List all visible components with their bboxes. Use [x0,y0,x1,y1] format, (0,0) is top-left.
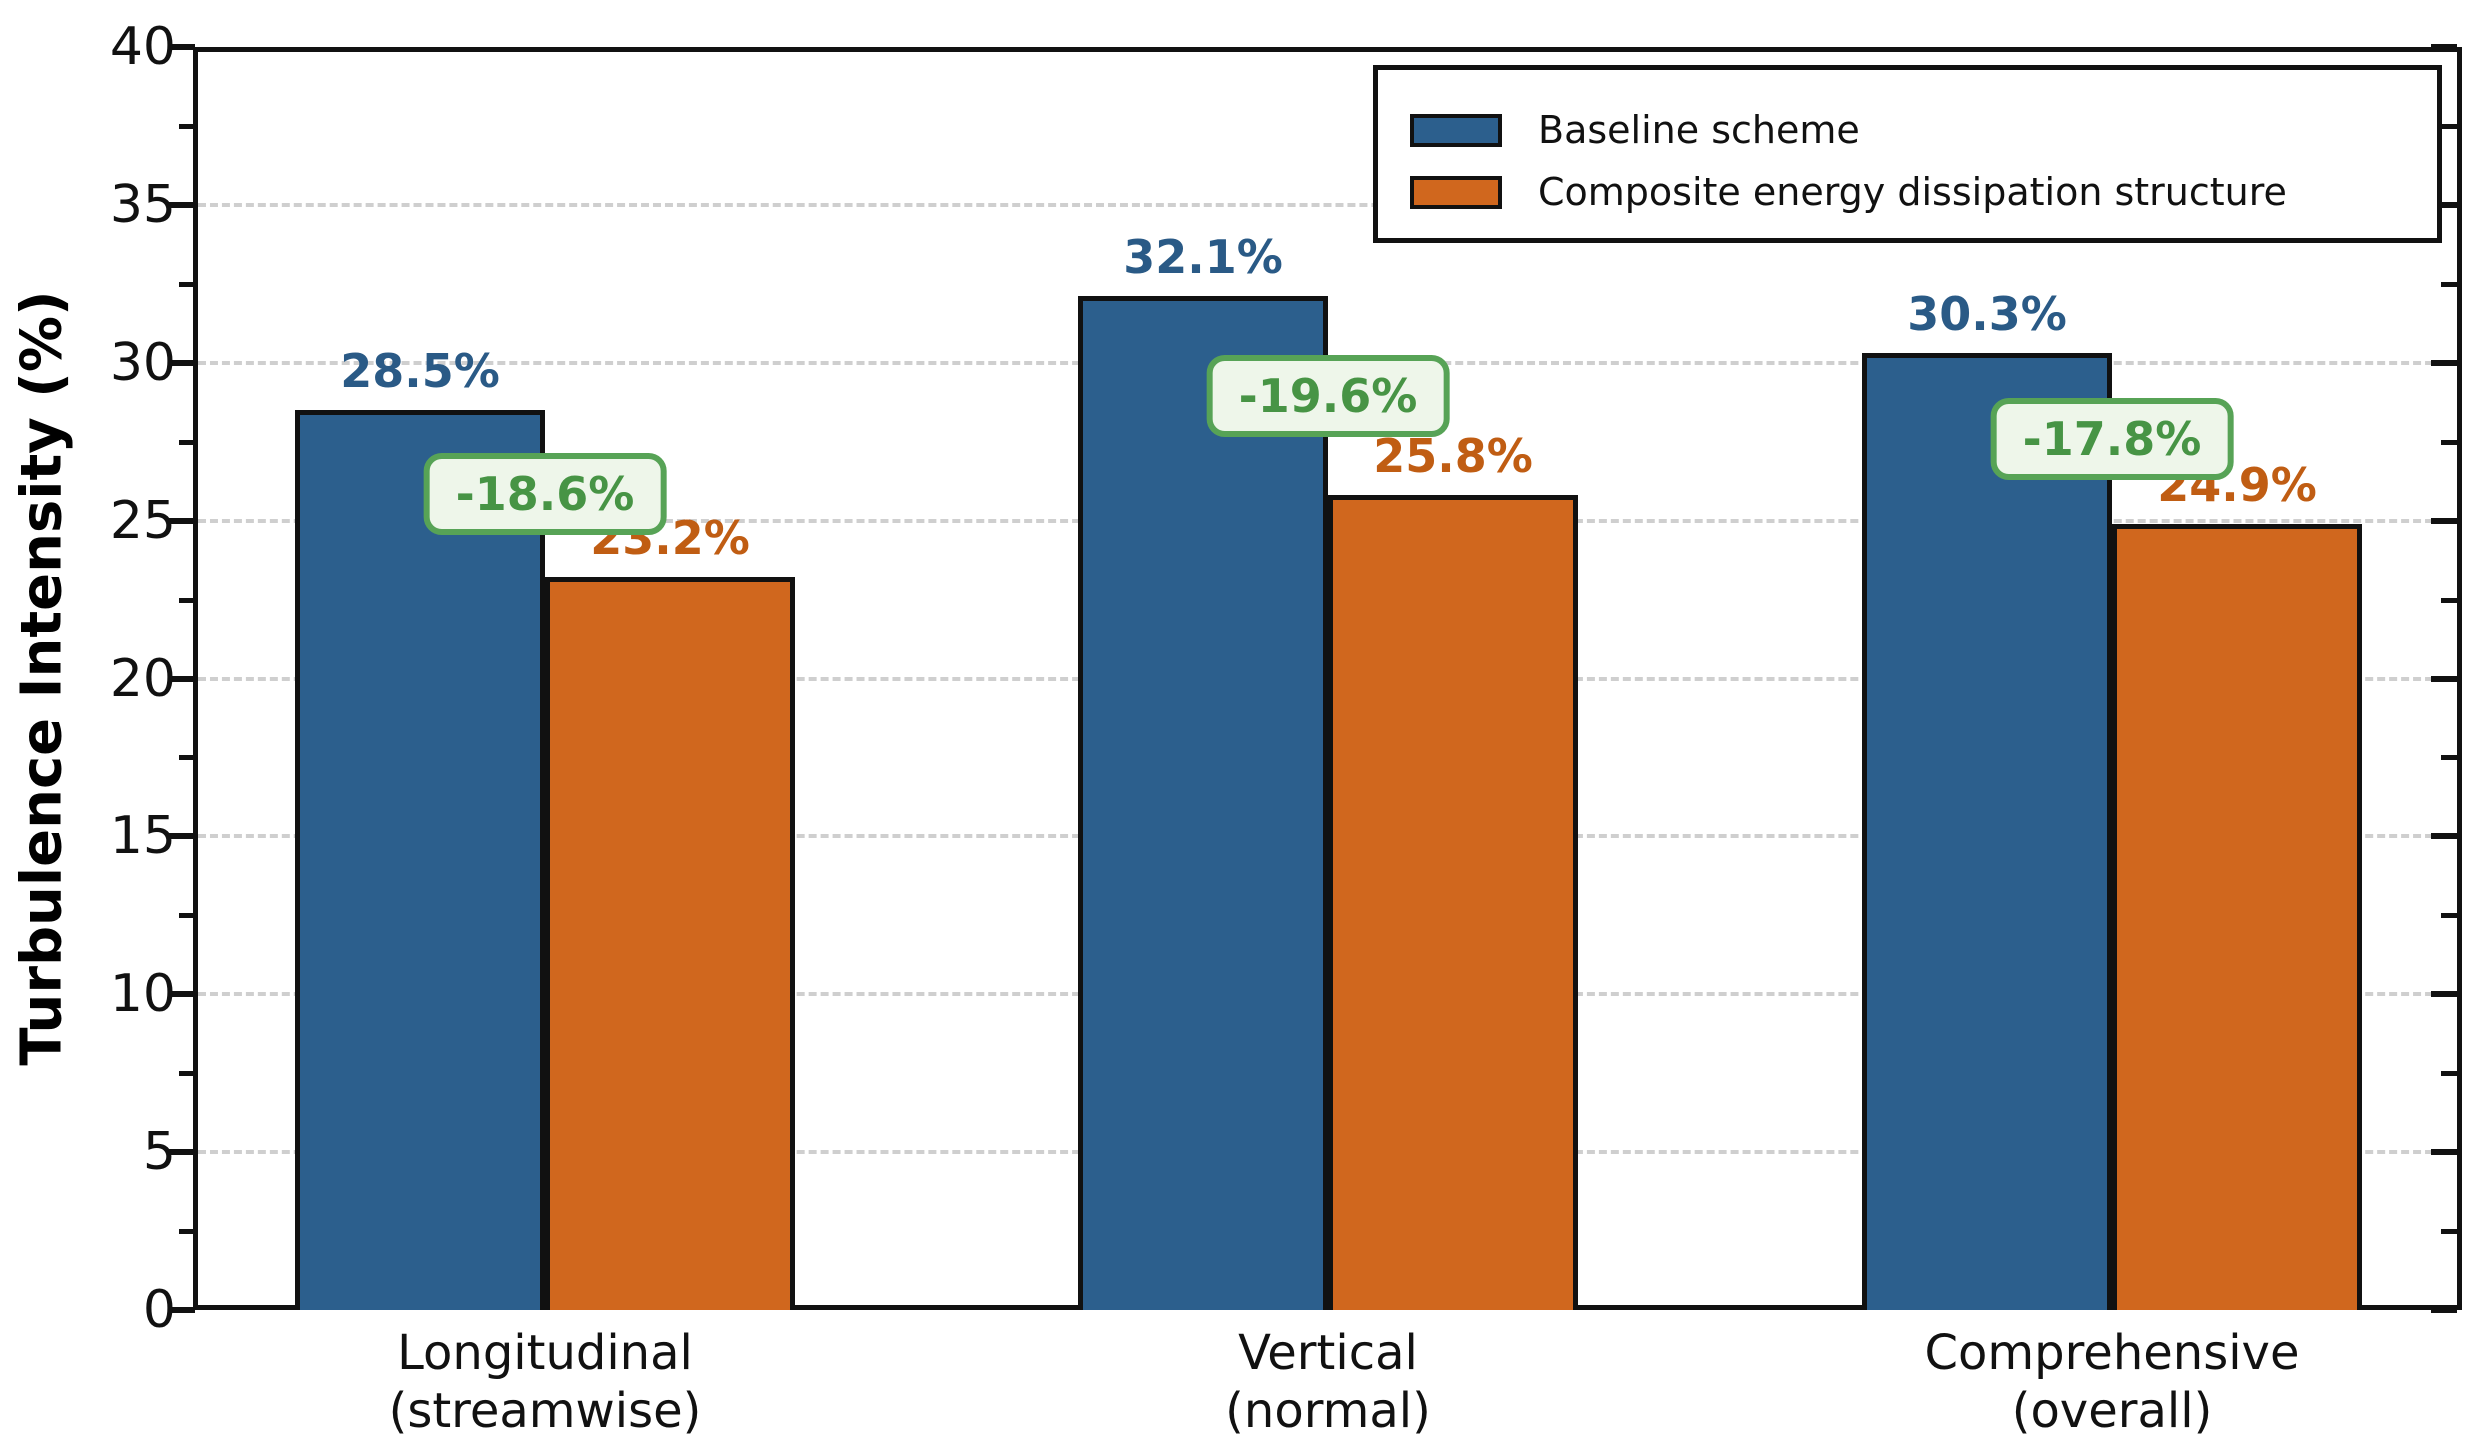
y-major-tick-right-5 [2431,1149,2457,1156]
x-category-label-2: Comprehensive (overall) [1925,1324,2300,1440]
y-major-tick-left-20 [169,675,195,682]
y-tick-label-25: 25 [109,490,176,551]
y-minor-tick-left [179,597,195,603]
y-minor-tick-left [179,439,195,445]
y-major-tick-right-15 [2431,833,2457,840]
y-major-tick-left-10 [169,991,195,998]
legend-swatch-composite-icon [1410,175,1502,209]
y-minor-tick-right [2441,1071,2457,1077]
legend: Baseline scheme Composite energy dissipa… [1373,65,2442,243]
y-tick-label-35: 35 [109,174,176,235]
y-major-tick-left-15 [169,833,195,840]
y-major-tick-right-25 [2431,517,2457,524]
y-major-tick-right-20 [2431,675,2457,682]
bar-baseline-0 [295,410,545,1310]
legend-entry-baseline: Baseline scheme [1410,108,1860,152]
bar-composite-1 [1328,495,1578,1310]
y-tick-label-5: 5 [142,1122,176,1183]
y-major-tick-left-30 [169,359,195,366]
gridline-35 [198,202,2457,207]
y-minor-tick-left [179,913,195,919]
y-minor-tick-left [179,1229,195,1235]
reduction-badge: -19.6% [1206,354,1450,437]
y-major-tick-right-40 [2431,44,2457,50]
bar-value-label: 28.5% [340,344,500,399]
y-minor-tick-right [2441,1229,2457,1235]
y-major-tick-right-35 [2431,201,2457,208]
y-minor-tick-right [2441,913,2457,919]
y-tick-label-0: 0 [142,1280,176,1340]
y-tick-label-40: 40 [109,17,176,77]
y-major-tick-left-35 [169,201,195,208]
y-major-tick-left-5 [169,1149,195,1156]
bar-value-label: 25.8% [1373,429,1533,484]
x-category-line1: Vertical [1238,1325,1418,1381]
x-category-line1: Comprehensive [1924,1325,2300,1381]
y-tick-label-20: 20 [109,648,176,709]
x-category-line2: (streamwise) [388,1383,702,1439]
y-major-tick-right-10 [2431,991,2457,998]
legend-label-composite: Composite energy dissipation structure [1538,170,2287,214]
reduction-badge: -18.6% [423,452,667,535]
bar-value-label: 32.1% [1123,230,1283,285]
y-minor-tick-left [179,123,195,129]
legend-label-baseline: Baseline scheme [1538,108,1860,152]
y-minor-tick-right [2441,755,2457,761]
y-minor-tick-right [2441,439,2457,445]
y-tick-label-10: 10 [109,964,176,1025]
bar-baseline-1 [1078,296,1328,1310]
x-category-line2: (overall) [2011,1383,2213,1439]
x-category-line2: (normal) [1225,1383,1431,1439]
bar-composite-0 [545,577,795,1310]
x-category-label-1: Vertical (normal) [1225,1324,1431,1440]
legend-entry-composite: Composite energy dissipation structure [1410,170,2287,214]
bar-composite-2 [2112,523,2362,1310]
bar-value-label: 30.3% [1907,287,2067,342]
bar-baseline-2 [1862,353,2112,1310]
y-minor-tick-left [179,281,195,287]
y-tick-label-30: 30 [109,332,176,393]
y-major-tick-right-30 [2431,359,2457,366]
y-minor-tick-right [2441,123,2457,129]
y-minor-tick-right [2441,597,2457,603]
y-major-tick-left-40 [169,44,195,50]
y-minor-tick-left [179,755,195,761]
y-tick-label-15: 15 [109,806,176,867]
y-major-tick-left-25 [169,517,195,524]
reduction-badge: -17.8% [1990,397,2234,480]
y-minor-tick-left [179,1071,195,1077]
y-major-tick-left-0 [169,1307,195,1313]
x-category-label-0: Longitudinal (streamwise) [389,1324,702,1440]
x-category-line1: Longitudinal [397,1325,693,1381]
y-major-tick-right-0 [2431,1307,2457,1313]
legend-swatch-baseline-icon [1410,113,1502,147]
y-minor-tick-right [2441,281,2457,287]
